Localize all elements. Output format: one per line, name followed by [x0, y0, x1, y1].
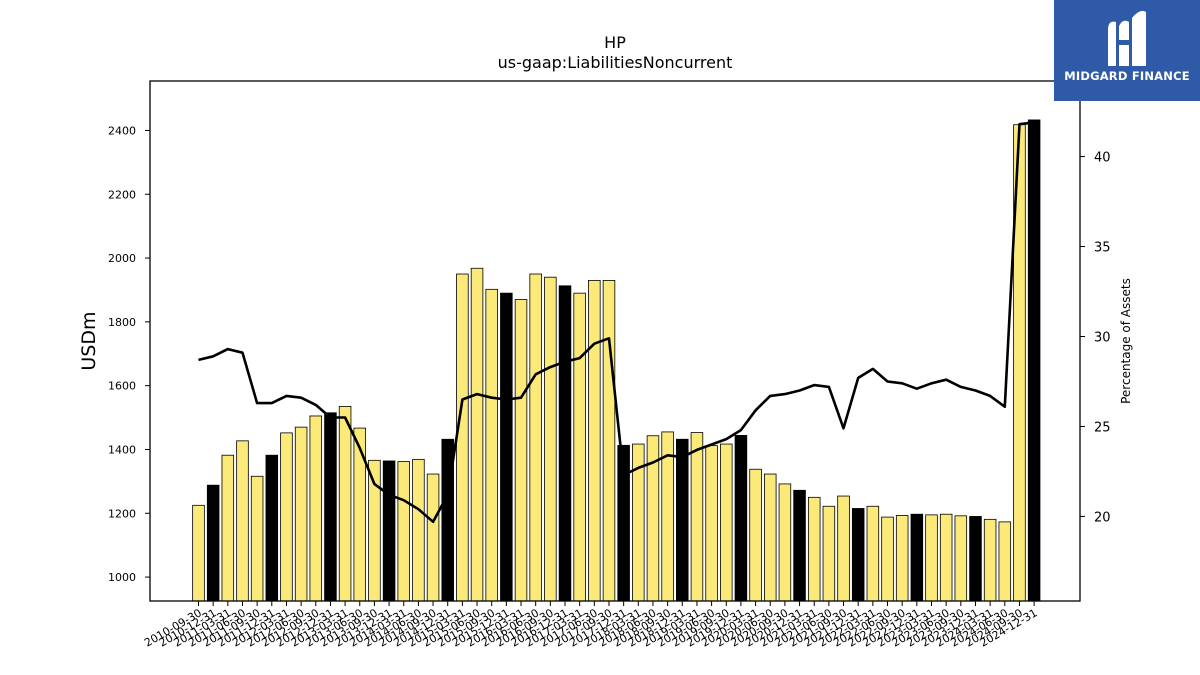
bar [866, 505, 880, 602]
bar [514, 299, 528, 602]
bar [338, 405, 352, 602]
bar [705, 445, 718, 602]
bar [925, 514, 938, 602]
bar [470, 267, 484, 602]
bar [221, 454, 235, 602]
y2-axis-label: Percentage of Assets [1119, 278, 1133, 404]
bar [983, 518, 997, 602]
bar [851, 508, 865, 602]
x-axis: 2010-09-302010-12-312011-03-312011-06-30… [142, 601, 1040, 650]
logo-mark-icon [1108, 10, 1146, 67]
bar [807, 496, 821, 602]
y-tick-label: 2400 [108, 124, 136, 137]
chart-title: HP [604, 33, 626, 52]
y-tick-label: 1200 [108, 507, 136, 520]
bar [749, 468, 762, 602]
plot-frame [149, 80, 1081, 602]
bar [720, 443, 733, 602]
bar [397, 461, 410, 602]
bar [353, 427, 367, 602]
y-tick-label: 2200 [108, 188, 136, 201]
bar [456, 273, 469, 602]
y2-tick-label: 20 [1094, 510, 1111, 525]
y-tick-label: 1600 [108, 380, 136, 393]
bar [265, 454, 279, 602]
bar [500, 292, 513, 602]
bar [250, 475, 264, 602]
bar [763, 473, 777, 602]
bar [558, 285, 572, 602]
y2-tick-label: 30 [1094, 331, 1111, 346]
y2-tick-label: 40 [1094, 151, 1111, 166]
bar [485, 288, 498, 602]
y-tick-label: 1800 [108, 316, 136, 329]
bar-series [192, 119, 1041, 602]
line-series [198, 121, 1035, 524]
bar [412, 458, 425, 602]
bar [778, 483, 792, 602]
bar [280, 432, 293, 602]
bar [969, 516, 982, 602]
bar [382, 460, 396, 602]
bar [426, 473, 440, 602]
bar [910, 513, 924, 602]
bar [206, 484, 220, 602]
chart-subtitle: us-gaap:LiabilitiesNoncurrent [498, 53, 733, 72]
bar [837, 495, 850, 602]
bar [529, 273, 542, 602]
logo-text: MIDGARD FINANCE [1064, 69, 1190, 83]
bar [309, 415, 323, 602]
bar [954, 515, 968, 602]
logo: MIDGARD FINANCE [1054, 0, 1200, 101]
y2-tick-label: 25 [1094, 420, 1111, 435]
y-tick-label: 1000 [108, 571, 136, 584]
bar [793, 489, 806, 602]
percentage-line [198, 121, 1035, 524]
bar [192, 504, 205, 602]
bar [236, 440, 249, 602]
y-axis: 1000 1200 1400 1600 1800 2000 2200 2400 [108, 124, 150, 584]
bar [939, 513, 953, 602]
bar [324, 412, 337, 602]
bar [294, 426, 308, 602]
bar [573, 292, 586, 602]
y-tick-label: 2000 [108, 252, 136, 265]
bar [734, 435, 748, 602]
bar [895, 515, 909, 602]
y2-tick-label: 35 [1094, 241, 1111, 256]
bar [602, 279, 616, 602]
bar [822, 505, 836, 602]
bar [676, 438, 689, 602]
y2-axis: 20 25 30 35 40 [1080, 151, 1111, 525]
bar [690, 432, 704, 602]
bar [881, 516, 894, 602]
y-axis-label: USDm [78, 311, 100, 370]
bar [588, 279, 601, 602]
bar [998, 521, 1012, 602]
y-tick-label: 1400 [108, 443, 136, 456]
bar [1027, 119, 1041, 602]
bar [544, 276, 557, 602]
